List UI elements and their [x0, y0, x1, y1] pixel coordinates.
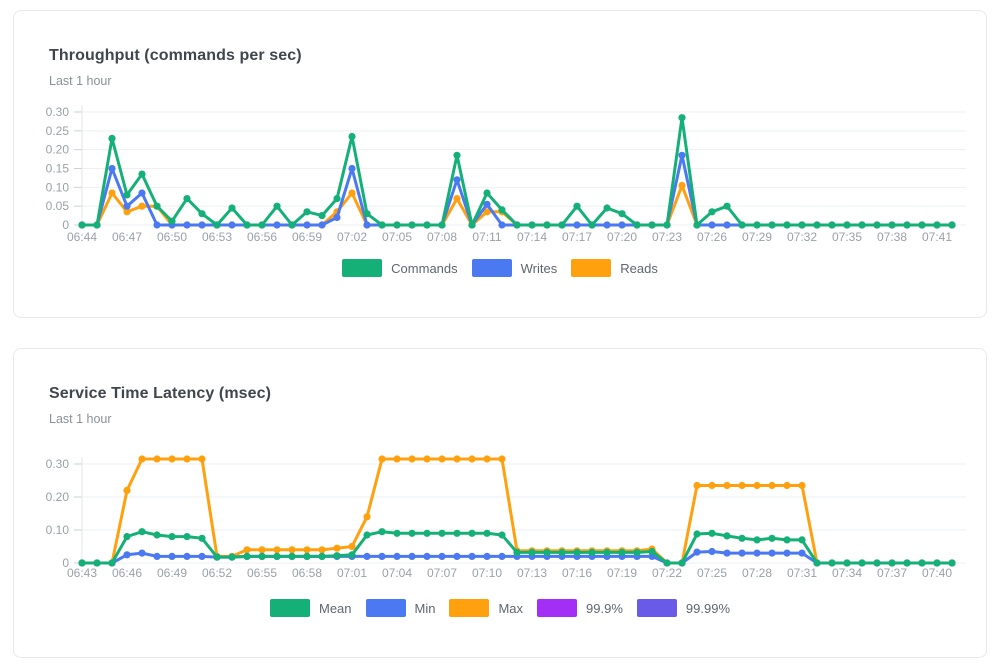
- legend-label: Commands: [391, 260, 458, 276]
- svg-text:06:47: 06:47: [112, 230, 142, 244]
- svg-text:0.30: 0.30: [46, 457, 70, 471]
- legend-label: Writes: [520, 260, 558, 276]
- svg-text:07:37: 07:37: [877, 566, 907, 580]
- legend-swatch-icon: [636, 599, 677, 617]
- svg-text:0.05: 0.05: [46, 199, 70, 213]
- legend-item-99-99-[interactable]: 99.99%: [636, 599, 730, 617]
- svg-text:07:10: 07:10: [472, 566, 502, 580]
- svg-text:06:50: 06:50: [157, 230, 187, 244]
- svg-text:06:58: 06:58: [292, 566, 322, 580]
- svg-text:0.30: 0.30: [46, 105, 70, 119]
- legend-item-min[interactable]: Min: [365, 599, 436, 617]
- svg-text:07:29: 07:29: [742, 230, 772, 244]
- svg-text:07:38: 07:38: [877, 230, 907, 244]
- svg-text:07:02: 07:02: [337, 230, 367, 244]
- legend-swatch-icon: [365, 599, 406, 617]
- svg-text:07:40: 07:40: [922, 566, 952, 580]
- legend-swatch-icon: [449, 599, 490, 617]
- svg-text:06:44: 06:44: [67, 230, 97, 244]
- latency-chart[interactable]: 0 0.10 0.20 0.30 06:43 06:46 06:49 06:52 06:55 06…: [14, 449, 988, 597]
- svg-text:0.10: 0.10: [46, 180, 70, 194]
- legend-swatch-icon: [471, 259, 512, 277]
- svg-text:07:34: 07:34: [832, 566, 862, 580]
- svg-text:07:41: 07:41: [922, 230, 952, 244]
- svg-text:0.10: 0.10: [46, 523, 70, 537]
- legend-swatch-icon: [537, 599, 578, 617]
- svg-text:0.25: 0.25: [46, 124, 70, 138]
- svg-text:07:28: 07:28: [742, 566, 772, 580]
- svg-text:07:14: 07:14: [517, 230, 547, 244]
- legend-item-commands[interactable]: Commands: [342, 259, 458, 277]
- svg-text:07:25: 07:25: [697, 566, 727, 580]
- svg-text:07:23: 07:23: [652, 230, 682, 244]
- svg-text:07:11: 07:11: [472, 230, 501, 244]
- svg-text:07:13: 07:13: [517, 566, 547, 580]
- svg-text:07:20: 07:20: [607, 230, 637, 244]
- svg-text:07:19: 07:19: [607, 566, 637, 580]
- legend-label: 99.9%: [586, 600, 623, 616]
- svg-text:07:22: 07:22: [652, 566, 682, 580]
- legend-label: Min: [414, 600, 436, 616]
- svg-text:07:04: 07:04: [382, 566, 412, 580]
- legend-item-99-9-[interactable]: 99.9%: [537, 599, 623, 617]
- legend-label: Reads: [620, 260, 658, 276]
- svg-text:07:16: 07:16: [562, 566, 592, 580]
- svg-text:06:43: 06:43: [67, 566, 97, 580]
- legend-label: 99.99%: [685, 600, 730, 616]
- svg-text:0.15: 0.15: [46, 162, 70, 176]
- svg-text:07:05: 07:05: [382, 230, 412, 244]
- svg-text:06:46: 06:46: [112, 566, 142, 580]
- legend-swatch-icon: [342, 259, 383, 277]
- svg-text:06:52: 06:52: [202, 566, 232, 580]
- latency-card-subtitle: Last 1 hour: [49, 412, 112, 426]
- svg-text:07:32: 07:32: [787, 230, 817, 244]
- svg-text:07:35: 07:35: [832, 230, 862, 244]
- svg-text:07:31: 07:31: [787, 566, 817, 580]
- svg-text:06:59: 06:59: [292, 230, 322, 244]
- legend-label: Mean: [318, 600, 352, 616]
- throughput-chart[interactable]: 0 0.05 0.10 0.15 0.20 0.25 0.30 06:44 06:47 06:50…: [14, 101, 988, 253]
- throughput-legend: Commands Writes Reads: [14, 259, 986, 277]
- throughput-card: Throughput (commands per sec) Last 1 hou…: [13, 10, 987, 318]
- svg-text:06:53: 06:53: [202, 230, 232, 244]
- legend-item-max[interactable]: Max: [449, 599, 523, 617]
- svg-text:0.20: 0.20: [46, 490, 70, 504]
- svg-text:06:56: 06:56: [247, 230, 277, 244]
- latency-legend: Mean Min Max 99.9% 99.99%: [14, 599, 986, 617]
- throughput-card-title: Throughput (commands per sec): [49, 47, 302, 64]
- legend-item-reads[interactable]: Reads: [571, 259, 658, 277]
- latency-card-title: Service Time Latency (msec): [49, 385, 272, 402]
- svg-text:07:07: 07:07: [427, 566, 457, 580]
- svg-text:06:49: 06:49: [157, 566, 187, 580]
- legend-label: Max: [498, 600, 524, 616]
- svg-text:07:08: 07:08: [427, 230, 457, 244]
- svg-text:07:17: 07:17: [562, 230, 592, 244]
- svg-text:0.20: 0.20: [46, 143, 70, 157]
- legend-item-writes[interactable]: Writes: [471, 259, 558, 277]
- latency-card: Service Time Latency (msec) Last 1 hour …: [13, 348, 987, 658]
- svg-text:07:26: 07:26: [697, 230, 727, 244]
- svg-text:07:01: 07:01: [337, 566, 367, 580]
- svg-text:06:55: 06:55: [247, 566, 277, 580]
- legend-swatch-icon: [269, 599, 310, 617]
- svg-text:0: 0: [62, 218, 69, 232]
- legend-swatch-icon: [571, 259, 612, 277]
- legend-item-mean[interactable]: Mean: [269, 599, 352, 617]
- throughput-card-subtitle: Last 1 hour: [49, 74, 112, 88]
- svg-text:0: 0: [62, 556, 69, 570]
